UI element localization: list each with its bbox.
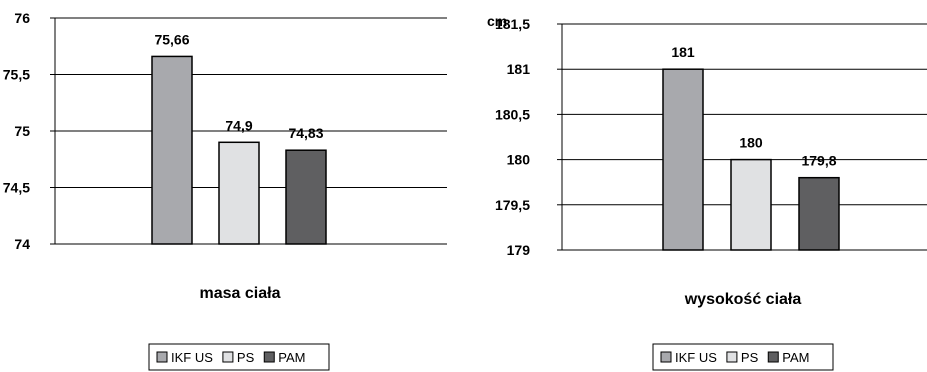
x-axis-title: masa ciała: [200, 285, 281, 302]
legend-label: PS: [237, 350, 255, 365]
y-tick-label: 74: [14, 236, 30, 252]
chart-body-mass: 74 74,5 75 75,5 76 75,66 74,9 74,83 masa ciała IK…: [3, 10, 447, 371]
x-axis-title: wysokość ciała: [684, 291, 802, 308]
legend-swatch: [156, 351, 168, 363]
legend-swatch: [263, 351, 275, 363]
y-tick-label: 76: [14, 10, 30, 26]
y-tick-label: 75: [14, 123, 30, 139]
bar-pam: [285, 149, 327, 245]
bar-ps: [218, 141, 260, 245]
y-tick-label: 180: [507, 152, 531, 168]
y-tick-label: 75,5: [3, 67, 30, 83]
y-tick-label: 179,5: [495, 197, 530, 213]
bar-ikf-us: [151, 55, 193, 245]
legend-label: PAM: [782, 350, 809, 365]
data-label: 74,9: [225, 117, 252, 133]
legend-label: IKF US: [171, 350, 213, 365]
legend-swatch: [660, 351, 672, 363]
legend-label: PAM: [278, 350, 305, 365]
legend-swatch: [726, 351, 738, 363]
legend-swatch: [767, 351, 779, 363]
y-tick-label: 181: [507, 61, 531, 77]
chart-body-height: 179 179,5 180 180,5 181 181,5cm 181 180 179,8 wys…: [487, 13, 927, 371]
data-label: 74,83: [288, 125, 323, 141]
legend-box: [652, 343, 834, 371]
data-label: 179,8: [801, 153, 836, 169]
data-label: 75,66: [154, 31, 189, 47]
data-label: 180: [739, 135, 763, 151]
legend-label: PS: [741, 350, 759, 365]
y-tick-label: 180,5: [495, 106, 530, 122]
y-tick-label: 179: [507, 242, 531, 258]
legend-label: IKF US: [675, 350, 717, 365]
data-label: 181: [671, 44, 695, 60]
y-tick-label: 181,5: [495, 16, 530, 32]
legend-swatch: [222, 351, 234, 363]
y-tick-label: 74,5: [3, 180, 30, 196]
bar-ps: [730, 158, 772, 251]
y-unit-label: cm: [487, 13, 507, 29]
bar-pam: [798, 176, 840, 251]
legend-box: [148, 343, 330, 371]
bar-ikf-us: [662, 68, 704, 251]
